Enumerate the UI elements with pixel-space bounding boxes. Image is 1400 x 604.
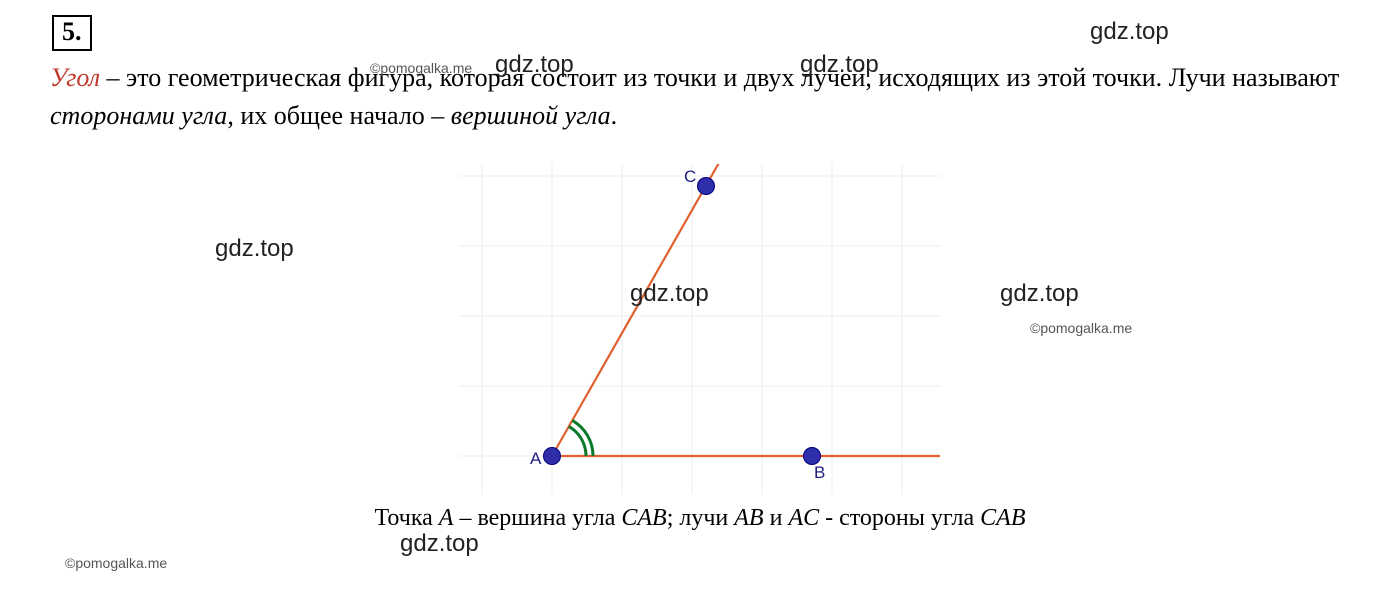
cap-cab2: CAB (980, 505, 1025, 531)
def-part2: , их общее начало – (227, 101, 450, 130)
cap-before-a: Точка (375, 505, 439, 531)
definition-paragraph: Угол – это геометрическая фигура, котора… (50, 59, 1350, 134)
term-sides: сторонами угла (50, 101, 227, 130)
watermark-pom: ©pomogalka.me (65, 555, 167, 571)
cap-sep1: ; лучи (667, 505, 735, 531)
figure-caption: Точка A – вершина угла CAB; лучи AB и AC… (50, 505, 1350, 532)
svg-text:C: C (684, 167, 696, 186)
angle-diagram-svg: A B C (460, 164, 940, 494)
term-ugol: Угол (50, 63, 100, 92)
cap-AB: AB (734, 505, 763, 531)
watermark-gdz: gdz.top (400, 530, 479, 558)
svg-text:A: A (530, 449, 542, 468)
def-part3: . (611, 101, 618, 130)
angle-figure: A B C (460, 164, 940, 501)
cap-A: A (439, 505, 454, 531)
problem-number-box: 5. (52, 15, 92, 51)
cap-mid1: – вершина угла (453, 505, 621, 531)
def-part1: – это геометрическая фигура, которая сос… (100, 63, 1339, 92)
svg-text:B: B (814, 463, 825, 482)
cap-cab1: CAB (621, 505, 666, 531)
term-vertex: вершиной угла (451, 101, 611, 130)
cap-sides: - стороны угла (819, 505, 980, 531)
cap-and: и (764, 505, 789, 531)
problem-number: 5. (62, 17, 82, 46)
cap-AC: AC (788, 505, 819, 531)
